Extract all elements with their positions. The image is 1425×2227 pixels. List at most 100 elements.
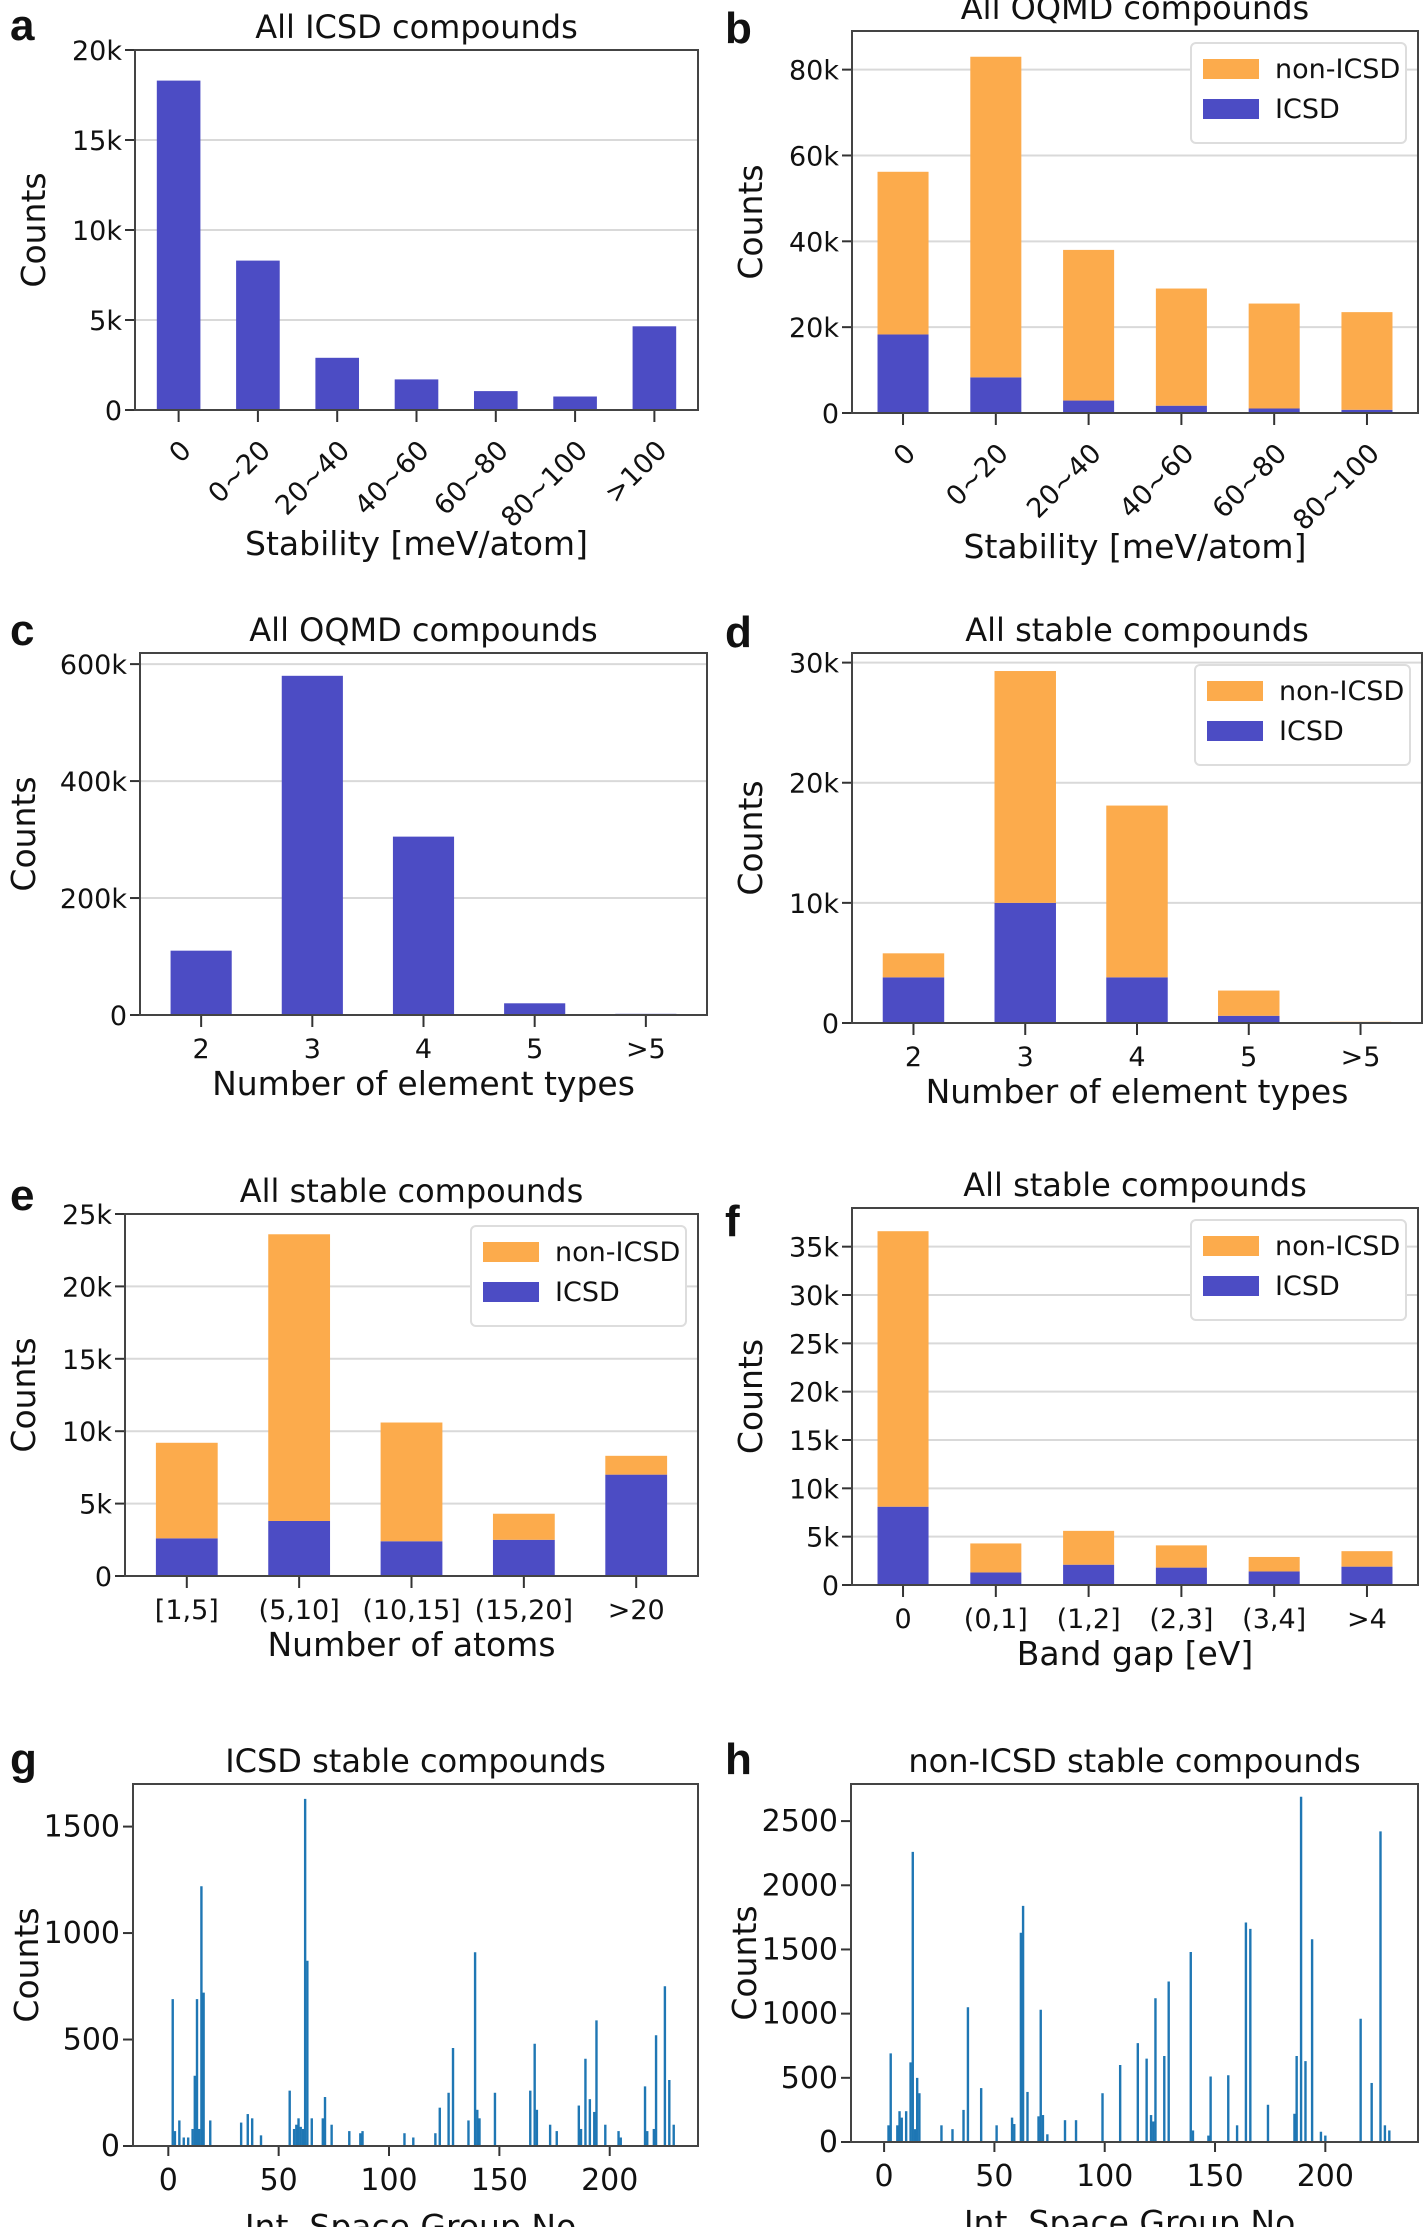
bar-non-icsd [877, 1231, 929, 1507]
plot-frame [124, 1213, 699, 1577]
y-tick-label: 0 [822, 1009, 839, 1040]
bar-non-icsd [268, 1234, 331, 1521]
y-tick-label: 500 [781, 2061, 838, 2096]
x-axis-label: Number of element types [926, 1072, 1349, 1111]
x-tick-label: 80~100 [1287, 438, 1386, 537]
bar-non-icsd [155, 1442, 218, 1539]
x-tick-label: >100 [599, 435, 673, 509]
bar-icsd [1341, 1566, 1393, 1585]
legend-label: non-ICSD [1275, 54, 1400, 85]
bar-non-icsd [1248, 1556, 1300, 1572]
y-tick-label: 400k [60, 767, 128, 798]
bar-counts [281, 675, 343, 1015]
x-tick-label: 80~100 [495, 435, 594, 534]
y-tick-label: 30k [789, 649, 839, 680]
y-tick-label: 5k [89, 306, 122, 337]
y-tick-label: 0 [822, 1571, 839, 1602]
bar-non-icsd [970, 1543, 1022, 1573]
panel-letter: b [725, 4, 752, 53]
x-tick-label: >4 [1347, 1604, 1387, 1635]
bar-non-icsd [1063, 1530, 1115, 1565]
y-tick-label: 600k [60, 650, 128, 681]
y-tick-label: 1000 [762, 1997, 838, 2032]
bar-non-icsd [1341, 312, 1393, 410]
bar-counts [632, 326, 677, 410]
legend-swatch-icsd [1207, 721, 1263, 741]
bar-icsd [1341, 409, 1393, 413]
bar-non-icsd [1106, 805, 1168, 978]
x-tick-label: 0 [894, 1604, 911, 1635]
legend-label: non-ICSD [1275, 1231, 1400, 1262]
y-tick-label: 200k [60, 884, 128, 915]
panel-letter: d [725, 608, 752, 657]
x-tick-label: 2 [905, 1042, 922, 1073]
x-axis-label: Number of element types [212, 1064, 635, 1103]
x-tick-label: (10,15] [362, 1595, 460, 1626]
x-tick-label: (1,2] [1057, 1604, 1121, 1635]
bar-counts [392, 836, 455, 1015]
legend-label: non-ICSD [1279, 676, 1404, 707]
bar-icsd [1248, 1571, 1300, 1585]
x-tick-label: 5 [1240, 1042, 1257, 1073]
y-tick-label: 80k [789, 56, 839, 87]
chart-panel-h: 0 500 1000 1500 2000 2500 0 50 100 150 200 non-ICSD… [725, 1735, 1419, 2227]
y-axis-label: Counts [4, 776, 43, 891]
x-tick-label: 0~20 [940, 438, 1014, 512]
x-tick-label: 40~60 [349, 435, 436, 522]
chart-title: non-ICSD stable compounds [908, 1742, 1360, 1780]
x-tick-label: (2,3] [1149, 1604, 1213, 1635]
legend: non-ICSD ICSD [1190, 1219, 1407, 1321]
legend-label: ICSD [555, 1277, 620, 1308]
y-tick-label: 40k [789, 227, 839, 258]
legend: non-ICSD ICSD [1190, 42, 1407, 144]
x-tick-label: 60~80 [1207, 438, 1294, 525]
bar-non-icsd [1155, 288, 1207, 406]
chart-title: All stable compounds [963, 1166, 1307, 1204]
panel-letter: c [10, 606, 34, 655]
chart-title: All OQMD compounds [249, 611, 597, 649]
y-tick-label: 1500 [762, 1932, 838, 1967]
chart-panel-c: 0 200k 400k 600k 2 3 4 5 >5 All OQMD compounds Num… [4, 606, 708, 1103]
bar-icsd [492, 1539, 555, 1576]
x-tick-label: 20~40 [270, 435, 357, 522]
x-tick-label: 3 [1017, 1042, 1034, 1073]
bar-counts [236, 260, 280, 410]
chart-panel-e: 0 5k 10k 15k 20k 25k [1,5] (5,10] (10,15] (15,20]… [4, 1171, 699, 1664]
bar-non-icsd [970, 56, 1022, 378]
chart-title: All stable compounds [965, 611, 1309, 649]
x-tick-label: 0~20 [202, 435, 276, 509]
y-axis-label: Counts [7, 1907, 46, 2022]
bar-non-icsd [994, 671, 1056, 903]
y-tick-label: 2000 [762, 1868, 838, 1903]
x-axis-label: Stability [meV/atom] [245, 524, 588, 563]
legend-swatch-non-icsd [1207, 681, 1263, 701]
y-tick-label: 20k [62, 1272, 112, 1303]
bar-non-icsd [380, 1422, 443, 1542]
legend-swatch-non-icsd [1203, 1236, 1259, 1256]
y-tick-label: 20k [789, 769, 839, 800]
bar-counts [504, 1003, 566, 1015]
y-tick-label: 1000 [44, 1916, 120, 1951]
bar-non-icsd [877, 171, 929, 335]
x-tick-label: 20~40 [1021, 438, 1108, 525]
y-axis-label: Counts [725, 1905, 764, 2020]
plot-frame [850, 1783, 1419, 2143]
bar-icsd [994, 902, 1056, 1023]
y-tick-label: 10k [72, 216, 122, 247]
bar-icsd [970, 377, 1022, 413]
x-tick-label: 5 [526, 1034, 543, 1065]
x-tick-label: 0 [159, 2163, 178, 2198]
chart-panel-d: 0 10k 20k 30k 2 3 4 5 >5 All stable compounds Numb… [725, 608, 1423, 1111]
x-axis-label: Number of atoms [267, 1625, 555, 1664]
x-tick-label: 100 [360, 2163, 417, 2198]
bar-icsd [1063, 1564, 1115, 1585]
bar-counts [473, 391, 518, 410]
chart-panel-f: 0 5k 10k 15k 20k 25k 30k 35k 0 (0,1] (1,2] (2,3] (3,… [725, 1166, 1419, 1673]
chart-title: ICSD stable compounds [225, 1742, 606, 1780]
bar-icsd [268, 1520, 331, 1576]
panel-letter: g [10, 1735, 37, 1784]
y-axis-label: Counts [731, 164, 770, 279]
x-tick-label: 3 [304, 1034, 321, 1065]
plot-frame [851, 1207, 1419, 1586]
bar-icsd [1155, 1567, 1207, 1585]
